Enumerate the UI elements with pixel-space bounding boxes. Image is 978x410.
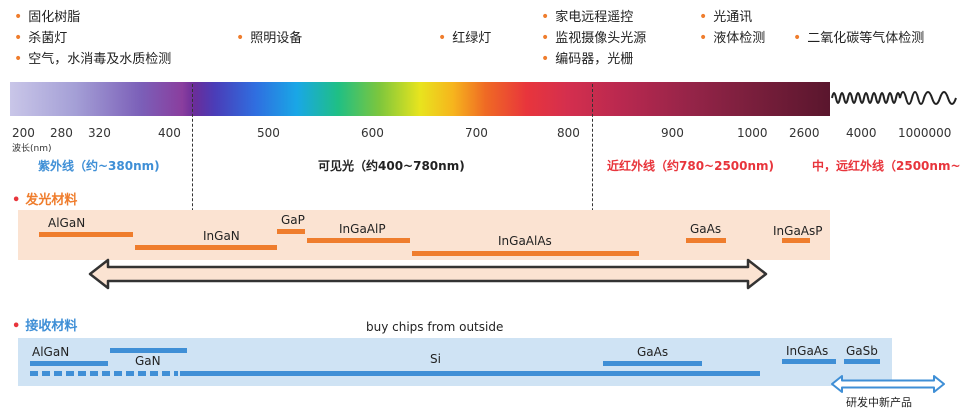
region-visible: 可见光（约400~780nm) xyxy=(318,159,465,173)
app-col6: • 二氧化碳等气体检测 xyxy=(793,30,925,46)
app-item: • 家电远程遥控 xyxy=(541,9,634,25)
bullet-dot-icon: • xyxy=(438,30,447,46)
tick-label: 500 xyxy=(257,126,280,140)
bar-ingaas-rx xyxy=(782,359,836,364)
app-col3: • 红绿灯 xyxy=(438,30,492,46)
bar-algan-rx xyxy=(30,361,108,366)
tick-label: 1000000 xyxy=(898,126,952,140)
bar-gaas-rx xyxy=(603,361,702,366)
app-item: • 空气，水消毒及水质检测 xyxy=(14,51,172,67)
tick-label: 4000 xyxy=(846,126,877,140)
tick-label: 600 xyxy=(361,126,384,140)
wave-icon xyxy=(831,91,957,105)
tick-label: 900 xyxy=(661,126,684,140)
receiving-title: • 接收材料 xyxy=(12,319,78,334)
new-product-label: 研发中新产品 xyxy=(846,396,912,409)
outsourced-note: buy chips from outside xyxy=(366,320,504,334)
label-ingan: InGaN xyxy=(203,229,240,243)
label-algan-rx: AlGaN xyxy=(32,345,70,359)
tick-label: 2600 xyxy=(789,126,820,140)
tick-label: 700 xyxy=(465,126,488,140)
bar-gasb-rx xyxy=(844,359,880,364)
bullet-dot-icon: • xyxy=(12,319,21,334)
label-algan: AlGaN xyxy=(48,216,86,230)
divider-400nm xyxy=(192,84,193,246)
bullet-dot-icon: • xyxy=(541,9,550,25)
tick-label: 800 xyxy=(557,126,580,140)
tick-label: 1000 xyxy=(737,126,768,140)
label-gaas: GaAs xyxy=(690,222,722,236)
app-item: • 液体检测 xyxy=(699,30,766,46)
bullet-dot-icon: • xyxy=(793,30,802,46)
range-double-arrow xyxy=(88,258,768,290)
divider-780nm xyxy=(592,84,593,246)
app-col2: • 照明设备 xyxy=(236,30,303,46)
region-nir: 近红外线（约780~2500nm) xyxy=(607,159,775,173)
app-item: • 杀菌灯 xyxy=(14,30,68,46)
bullet-dot-icon: • xyxy=(699,9,708,25)
app-item: • 光通讯 xyxy=(699,9,753,25)
new-product-arrow xyxy=(831,375,945,393)
bullet-dot-icon: • xyxy=(699,30,708,46)
label-ingaasp: InGaAsP xyxy=(773,224,823,238)
tick-label: 400 xyxy=(158,126,181,140)
label-gan-rx: GaN xyxy=(135,354,161,368)
receiving-panel xyxy=(18,338,892,386)
label-gap: GaP xyxy=(281,213,305,227)
bar-ingaalas xyxy=(412,251,639,256)
spectrum-bar xyxy=(10,82,830,116)
tick-label: 280 xyxy=(50,126,73,140)
wavelength-unit: 波长(nm) xyxy=(12,144,52,154)
region-mir: 中，远红外线（2500nm~ xyxy=(812,159,961,173)
bar-si-rx xyxy=(180,371,760,376)
bullet-dot-icon: • xyxy=(541,30,550,46)
tick-label: 200 xyxy=(12,126,35,140)
bullet-dot-icon: • xyxy=(14,30,23,46)
bullet-dot-icon: • xyxy=(14,51,23,67)
label-gasb-rx: GaSb xyxy=(846,344,878,358)
label-si-rx: Si xyxy=(430,352,441,366)
bar-algan xyxy=(39,232,133,237)
bullet-dot-icon: • xyxy=(14,9,23,25)
bar-si-dashed xyxy=(30,371,178,376)
emission-title: • 发光材料 xyxy=(12,193,78,208)
bar-ingaasp xyxy=(782,238,810,243)
region-uv: 紫外线（约~380nm) xyxy=(38,159,160,173)
app-col5: • 光通讯 • 液体检测 xyxy=(699,9,765,47)
app-item: • 监视摄像头光源 xyxy=(541,30,647,46)
app-item: • 编码器，光栅 xyxy=(541,51,634,67)
bullet-dot-icon: • xyxy=(541,51,550,67)
app-item: • 固化树脂 xyxy=(14,9,81,25)
label-ingaalp: InGaAlP xyxy=(339,222,386,236)
app-col4: • 家电远程遥控 • 监视摄像头光源 • 编码器，光栅 xyxy=(541,9,646,68)
bar-gaas xyxy=(686,238,726,243)
bar-gap xyxy=(277,229,305,234)
bar-ingan xyxy=(135,245,277,250)
bullet-dot-icon: • xyxy=(236,30,245,46)
bar-gan-rx xyxy=(110,348,187,353)
tick-label: 320 xyxy=(88,126,111,140)
label-ingaas-rx: InGaAs xyxy=(786,344,829,358)
label-gaas-rx: GaAs xyxy=(637,345,669,359)
app-col1: • 固化树脂 • 杀菌灯 • 空气，水消毒及水质检测 xyxy=(14,9,171,68)
label-ingaalas: InGaAlAs xyxy=(498,234,552,248)
bar-ingaalp xyxy=(307,238,410,243)
bullet-dot-icon: • xyxy=(12,193,21,208)
